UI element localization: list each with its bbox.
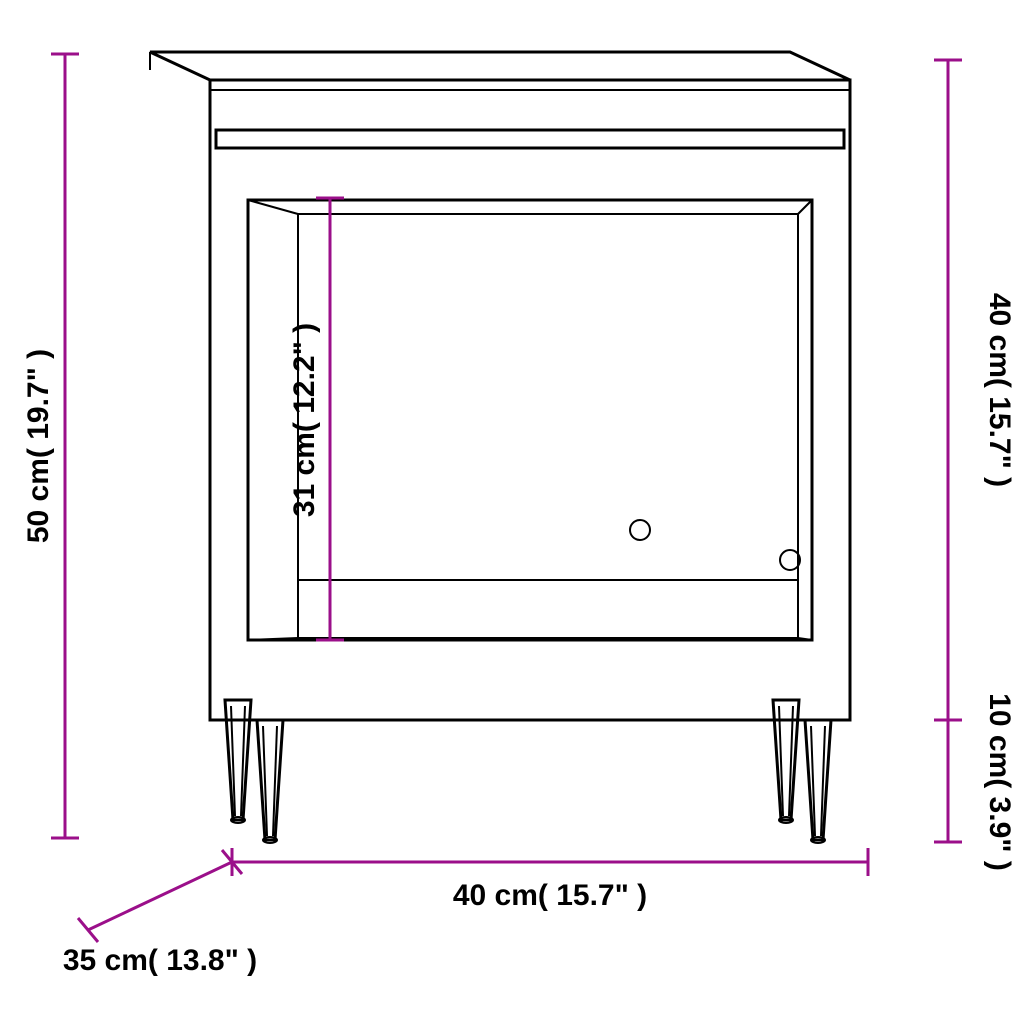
dimension-label-body_height: 40 cm( 15.7" ) bbox=[983, 293, 1016, 487]
dimension-label-inner_height: 31 cm( 12.2" ) bbox=[288, 323, 321, 517]
dimension-label-total_height: 50 cm( 19.7" ) bbox=[22, 349, 55, 543]
dimension-label-depth: 35 cm( 13.8" ) bbox=[63, 944, 257, 977]
dimension-label-width: 40 cm( 15.7" ) bbox=[453, 879, 647, 912]
dimension-label-leg_height: 10 cm( 3.9" ) bbox=[983, 693, 1016, 871]
